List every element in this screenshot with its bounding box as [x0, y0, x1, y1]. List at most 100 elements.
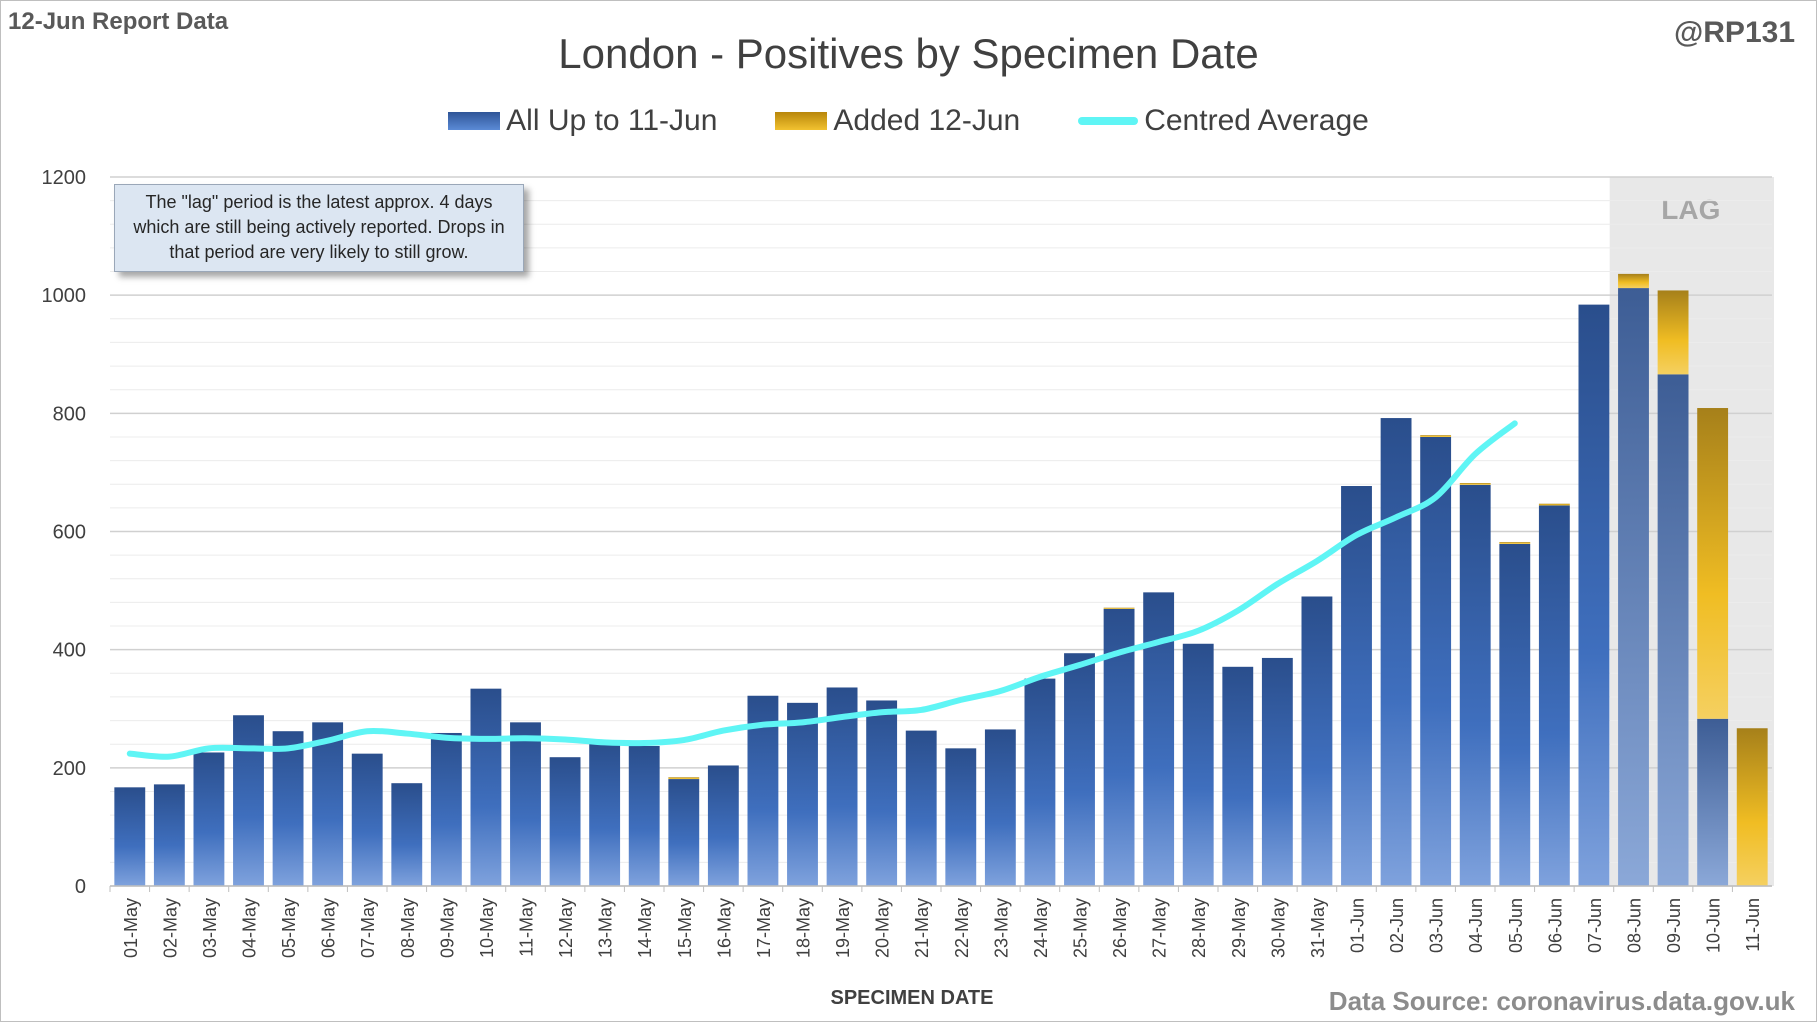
bar-base-08-May — [391, 783, 423, 886]
x-tick-label: 06-May — [319, 898, 339, 958]
x-tick-label: 23-May — [991, 898, 1011, 958]
x-tick-label: 06-Jun — [1545, 898, 1565, 953]
y-tick-label: 200 — [53, 758, 86, 780]
x-tick-label: 10-Jun — [1704, 898, 1724, 953]
bar-added-06-Jun — [1538, 503, 1570, 506]
bar-base-22-May — [945, 748, 977, 886]
average-line — [126, 420, 1518, 760]
bar-base-02-Jun — [1380, 418, 1412, 886]
x-tick-label: 22-May — [952, 898, 972, 958]
bar-base-18-May — [787, 702, 818, 886]
x-tick-label: 17-May — [754, 898, 774, 958]
bar-base-09-Jun — [1657, 374, 1689, 886]
bar-base-31-May — [1301, 596, 1333, 886]
x-tick-label: 18-May — [794, 898, 814, 958]
y-tick-label: 800 — [53, 403, 86, 425]
legend-label-added: Added 12-Jun — [833, 104, 1021, 137]
legend-label-base: All Up to 11-Jun — [506, 104, 718, 137]
x-tick-label: 30-May — [1268, 898, 1288, 958]
y-axis: 0 200 400 600 800 1000 1200 — [42, 167, 87, 898]
legend-item-added: Added 12-Jun — [775, 104, 1020, 138]
legend-swatch-base — [448, 112, 501, 130]
bar-base-15-May — [668, 779, 700, 886]
bar-base-24-May — [1024, 678, 1056, 886]
bar-base-30-May — [1261, 657, 1293, 886]
x-tick-label: 07-May — [358, 898, 378, 958]
data-source: Data Source: coronavirus.data.gov.uk — [1328, 986, 1795, 1016]
x-tick-label: 01-May — [121, 898, 141, 958]
x-tick-label: 08-Jun — [1625, 898, 1645, 953]
y-tick-label: 600 — [53, 522, 86, 544]
bar-base-09-May — [430, 732, 462, 886]
bar-base-03-May — [193, 752, 225, 886]
bar-base-01-Jun — [1341, 486, 1372, 886]
bar-added-04-Jun — [1459, 483, 1491, 485]
y-tick-label: 400 — [53, 640, 86, 662]
x-tick-label: 03-May — [200, 898, 220, 958]
x-tick-label: 16-May — [714, 898, 734, 958]
x-tick-label: 14-May — [635, 898, 655, 958]
bar-base-12-May — [549, 757, 581, 886]
x-tick-label: 04-Jun — [1466, 898, 1486, 953]
bar-added-09-Jun — [1657, 290, 1689, 375]
x-tick-label: 12-May — [556, 898, 576, 958]
x-tick-label: 13-May — [596, 898, 616, 958]
bar-base-29-May — [1222, 666, 1254, 886]
x-tick-label: 27-May — [1150, 898, 1170, 958]
bar-base-03-Jun — [1420, 436, 1452, 886]
bar-base-04-May — [233, 715, 264, 886]
x-tick-label: 09-May — [437, 898, 457, 958]
bar-added-26-May — [1103, 607, 1135, 609]
legend-item-average: Centred Average — [1078, 104, 1369, 138]
bar-added-10-Jun — [1697, 408, 1729, 719]
x-tick-label: 08-May — [398, 898, 418, 958]
y-tick-label: 0 — [75, 876, 86, 898]
bar-base-05-Jun — [1499, 543, 1531, 886]
bar-base-20-May — [866, 700, 898, 886]
chart-legend: All Up to 11-Jun Added 12-Jun Centred Av… — [0, 104, 1817, 138]
bar-base-07-Jun — [1578, 304, 1610, 886]
report-label: 12-Jun Report Data — [8, 8, 229, 35]
x-tick-label: 11-Jun — [1743, 898, 1763, 952]
bar-base-21-May — [905, 730, 937, 886]
bar-base-06-Jun — [1538, 505, 1570, 886]
x-axis: 01-May 02-May 03-May 04-May 05-May 06-May 07-M… — [109, 886, 1763, 958]
lag-label: LAG — [1661, 194, 1720, 225]
legend-swatch-average — [1078, 117, 1139, 125]
bar-base-16-May — [707, 765, 739, 886]
x-tick-label: 02-Jun — [1387, 898, 1407, 953]
bar-base-08-Jun — [1618, 288, 1649, 886]
bar-base-23-May — [984, 729, 1016, 886]
bar-base-25-May — [1064, 653, 1095, 886]
x-tick-label: 28-May — [1189, 898, 1209, 958]
lag-note: The "lag" period is the latest approx. 4… — [114, 184, 524, 272]
x-tick-label: 01-Jun — [1348, 898, 1368, 953]
x-tick-label: 04-May — [240, 898, 260, 958]
x-tick-label: 20-May — [873, 898, 893, 958]
x-tick-label: 02-May — [160, 898, 180, 958]
bar-added-08-Jun — [1618, 273, 1649, 289]
centred-average-line — [126, 420, 1518, 760]
x-tick-label: 15-May — [675, 898, 695, 958]
bar-base-11-May — [510, 722, 541, 886]
bar-base-28-May — [1182, 643, 1214, 886]
x-tick-label: 03-Jun — [1427, 898, 1447, 953]
x-tick-label: 21-May — [912, 898, 932, 958]
y-tick-label: 1200 — [42, 167, 87, 189]
x-tick-label: 11-May — [517, 898, 537, 957]
x-tick-label: 10-May — [477, 898, 497, 958]
bar-added-11-Jun — [1736, 728, 1768, 886]
bar-base-14-May — [628, 745, 660, 886]
bars — [110, 273, 1772, 887]
bar-base-13-May — [589, 743, 621, 886]
x-tick-label: 05-May — [279, 898, 299, 958]
legend-item-base: All Up to 11-Jun — [448, 104, 717, 138]
x-tick-label: 29-May — [1229, 898, 1249, 958]
bar-base-01-May — [114, 787, 146, 886]
bar-base-10-Jun — [1697, 718, 1729, 886]
bar-base-10-May — [470, 688, 502, 886]
bar-added-15-May — [668, 777, 700, 780]
bar-base-04-Jun — [1459, 484, 1491, 886]
bar-base-02-May — [153, 784, 185, 886]
